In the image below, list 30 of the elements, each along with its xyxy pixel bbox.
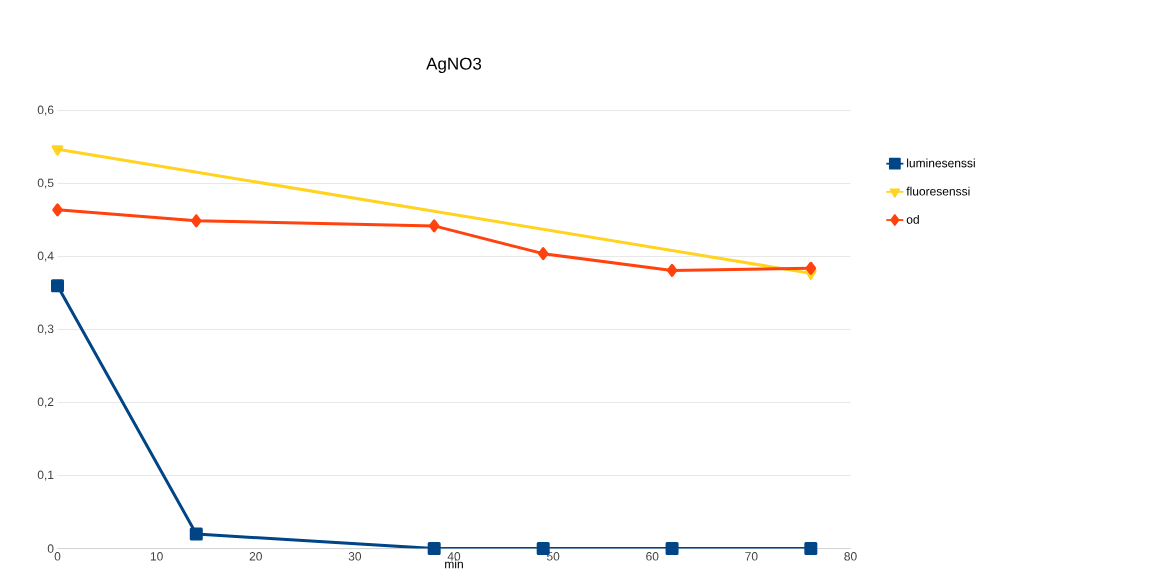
x-tick-label: 60 (646, 552, 659, 561)
point (804, 542, 818, 556)
point (665, 542, 679, 556)
point (52, 203, 63, 217)
y-tick-label: 0,4 (37, 251, 54, 262)
legend-label: od (906, 214, 919, 224)
point (428, 219, 440, 233)
y-tick-label: 0,3 (37, 324, 54, 335)
point (427, 542, 441, 556)
x-tick-label: 70 (745, 552, 758, 561)
y-tick-label: 0,5 (37, 178, 54, 189)
point (537, 247, 549, 261)
x-tick-label: 10 (150, 552, 163, 561)
x-tick-label: 20 (249, 552, 262, 561)
x-tick-label: 40 (447, 552, 461, 561)
legend-label: fluoresenssi (906, 186, 970, 196)
point (666, 263, 678, 277)
y-tick-label: 0,2 (37, 397, 54, 408)
y-tick-label: 0,6 (37, 105, 54, 116)
x-tick-label: 30 (348, 552, 362, 561)
x-tick-label: 0 (54, 552, 61, 561)
x-axis-title: min (445, 559, 463, 569)
point (189, 527, 203, 541)
legend-label: luminesenssi (907, 158, 975, 168)
point (191, 214, 202, 228)
y-tick-label: 0,1 (37, 470, 54, 481)
x-tick-label: 80 (844, 552, 857, 561)
chart-title: AgNO3 (426, 57, 482, 74)
y-tick-label: 0 (47, 544, 54, 553)
point (51, 279, 64, 293)
